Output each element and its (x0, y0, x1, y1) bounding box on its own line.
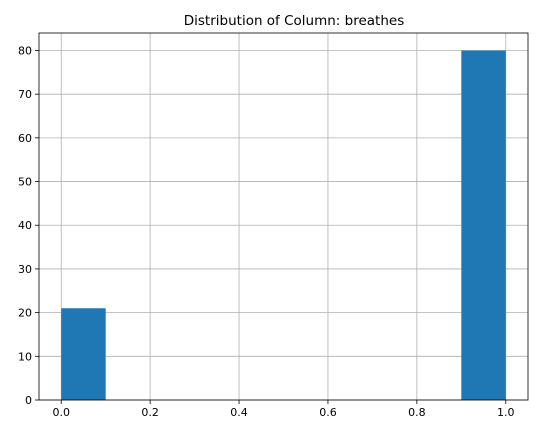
y-tick-label: 60 (18, 132, 32, 145)
histogram-bar (461, 50, 506, 400)
histogram-bar (61, 308, 106, 400)
y-tick-label: 50 (18, 176, 32, 189)
y-tick-label: 0 (25, 394, 32, 407)
x-tick-label: 0.0 (52, 406, 70, 419)
axis-ticks: 0.0 0.2 0.4 0.6 0.8 1.0 0 10 20 30 40 50 60 70 80 (18, 44, 515, 419)
chart-title: Distribution of Column: breathes (184, 13, 404, 29)
x-tick-label: 0.8 (408, 406, 426, 419)
y-tick-label: 30 (18, 263, 32, 276)
x-tick-label: 0.2 (141, 406, 159, 419)
y-tick-label: 10 (18, 350, 32, 363)
x-tick-label: 0.4 (230, 406, 248, 419)
grid-lines (39, 33, 528, 401)
y-tick-label: 80 (18, 44, 32, 57)
plot-frame (38, 32, 529, 401)
y-tick-label: 40 (18, 219, 32, 232)
x-tick-label: 1.0 (497, 406, 515, 419)
y-tick-label: 70 (18, 88, 32, 101)
x-tick-label: 0.6 (319, 406, 337, 419)
histogram-bars (61, 50, 506, 400)
y-tick-label: 20 (18, 307, 32, 320)
